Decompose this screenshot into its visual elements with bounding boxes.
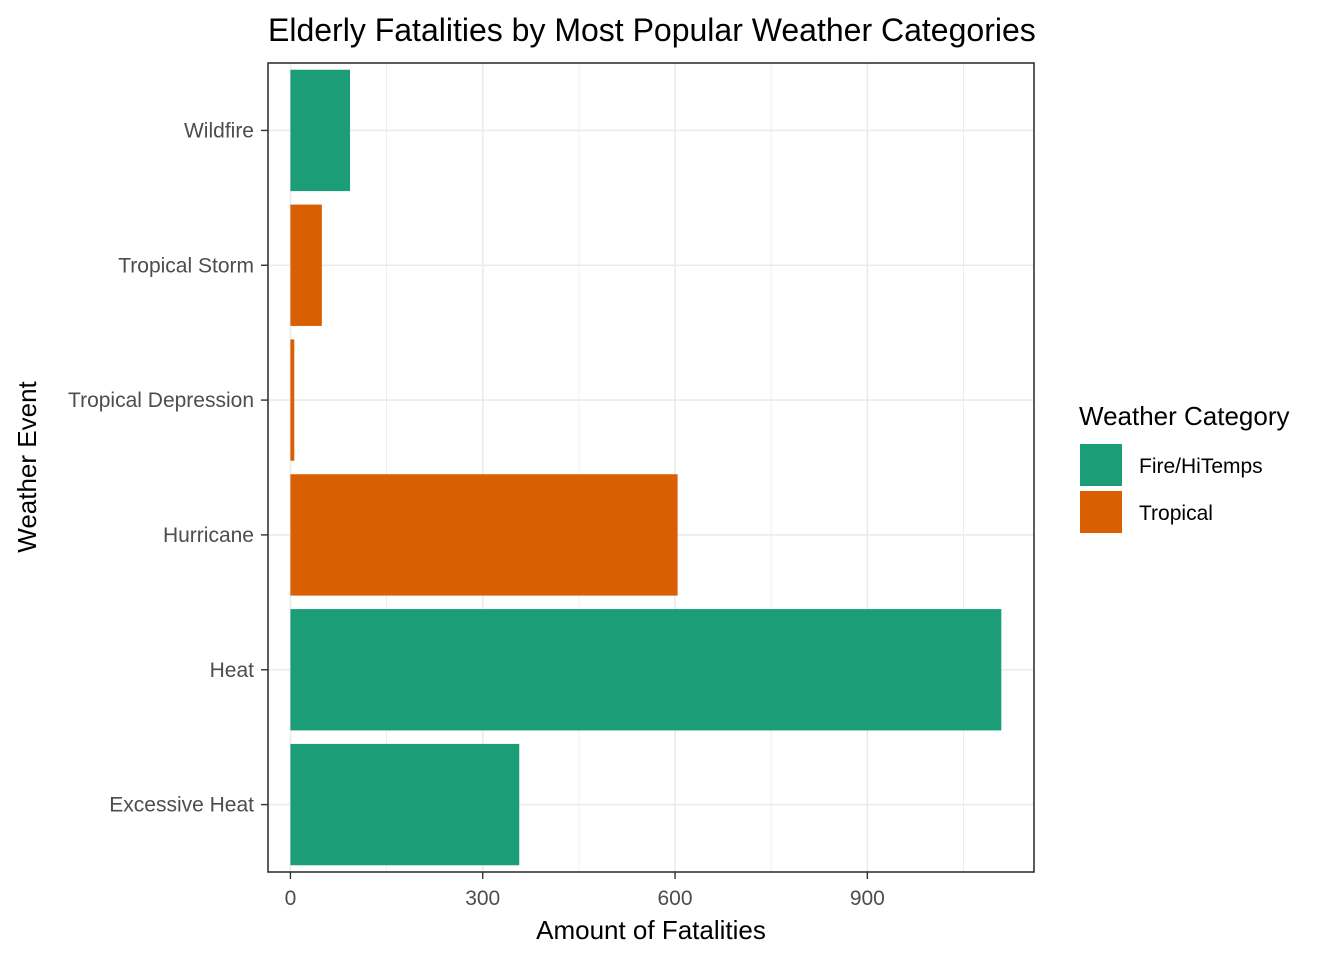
x-axis: 0 300 600 900 — [285, 872, 885, 910]
y-tick-label: Tropical Depression — [68, 389, 254, 412]
bar-tropical-storm — [290, 204, 322, 326]
legend-key — [1080, 444, 1122, 486]
y-tick-label: Hurricane — [163, 524, 254, 547]
bar-tropical-depression — [290, 339, 295, 461]
legend: Weather Category Fire/HiTemps Tropical — [1079, 401, 1290, 533]
chart-title: Elderly Fatalities by Most Popular Weath… — [268, 12, 1036, 48]
x-tick-label: 900 — [850, 887, 885, 910]
y-tick-label: Tropical Storm — [118, 254, 254, 277]
bars — [290, 69, 1002, 866]
y-axis: Excessive Heat Heat Hurricane Tropical Depr… — [68, 119, 268, 817]
y-tick-label: Wildfire — [184, 119, 254, 142]
plot-panel — [267, 62, 1035, 873]
panel-background — [268, 63, 1034, 872]
legend-label: Tropical — [1139, 502, 1213, 525]
bar-excessive-heat — [290, 743, 520, 866]
x-tick-label: 300 — [465, 887, 500, 910]
panel-border — [267, 62, 1035, 873]
y-tick-label: Heat — [210, 659, 255, 682]
legend-title: Weather Category — [1079, 401, 1290, 431]
bar-heat — [290, 609, 1002, 731]
x-tick-label: 600 — [658, 887, 693, 910]
legend-label: Fire/HiTemps — [1139, 455, 1263, 478]
bar-hurricane — [290, 474, 678, 596]
legend-key — [1080, 491, 1122, 533]
x-tick-label: 0 — [285, 887, 297, 910]
y-axis-title: Weather Event — [12, 380, 42, 552]
x-axis-title: Amount of Fatalities — [536, 915, 766, 945]
y-tick-label: Excessive Heat — [109, 794, 254, 817]
bar-wildfire — [290, 69, 351, 192]
